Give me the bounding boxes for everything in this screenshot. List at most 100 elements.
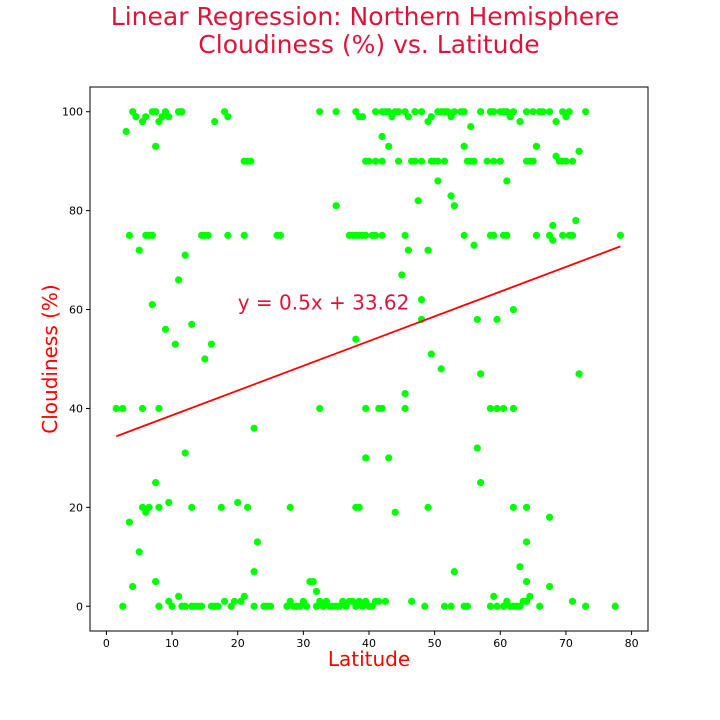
data-point: [486, 602, 495, 610]
data-point: [204, 231, 212, 239]
data-point: [181, 602, 189, 610]
x-tick-label: 30: [296, 637, 310, 650]
x-tick-label: 0: [103, 637, 110, 650]
data-point: [562, 157, 570, 165]
data-point: [303, 602, 311, 610]
data-point: [152, 577, 160, 586]
data-point: [477, 479, 485, 487]
x-tick-label: 20: [231, 637, 245, 650]
data-point: [516, 563, 524, 571]
data-point: [545, 108, 554, 116]
data-point: [161, 325, 170, 333]
data-point: [155, 503, 163, 511]
data-point: [414, 197, 422, 205]
data-point: [165, 113, 173, 121]
data-point: [424, 503, 432, 511]
data-point: [240, 592, 248, 600]
data-point: [467, 122, 475, 131]
data-point: [539, 108, 547, 116]
data-point: [119, 602, 127, 610]
data-point: [490, 157, 498, 165]
data-point: [575, 147, 583, 155]
data-point: [460, 142, 468, 150]
data-point: [411, 157, 419, 165]
data-point: [582, 602, 590, 610]
data-point: [365, 157, 373, 165]
data-point: [450, 568, 458, 576]
data-point: [559, 231, 567, 239]
data-point: [460, 108, 468, 116]
data-point: [250, 568, 258, 576]
data-point: [385, 454, 393, 462]
data-point: [401, 404, 409, 413]
data-point: [362, 404, 370, 413]
data-point: [188, 320, 196, 328]
data-point: [211, 118, 219, 126]
data-point: [401, 390, 409, 398]
data-point: [575, 370, 583, 378]
data-point: [119, 404, 127, 413]
data-point: [522, 538, 531, 546]
data-point: [440, 157, 449, 165]
data-point: [165, 498, 173, 507]
data-point: [509, 503, 518, 511]
data-point: [385, 142, 393, 150]
data-points: [112, 108, 625, 610]
data-point: [171, 340, 179, 348]
data-point: [135, 246, 143, 254]
data-point: [434, 177, 442, 185]
data-point: [135, 548, 143, 556]
x-axis-ticks: 0 10 20 30 40 50 60 70 80: [103, 631, 639, 650]
data-point: [496, 157, 504, 165]
data-point: [509, 404, 518, 413]
data-point: [549, 236, 557, 244]
data-point: [375, 597, 383, 605]
data-point: [332, 202, 340, 210]
data-point: [352, 335, 360, 343]
data-point: [309, 577, 317, 586]
data-point: [371, 157, 380, 165]
x-tick-label: 10: [165, 637, 179, 650]
data-point: [168, 602, 176, 610]
data-point: [129, 582, 137, 591]
data-point: [112, 404, 120, 413]
data-point: [616, 231, 625, 239]
data-point: [401, 231, 409, 239]
data-point: [220, 597, 229, 605]
data-point: [266, 602, 275, 610]
data-point: [552, 118, 560, 126]
data-point: [490, 108, 498, 116]
data-point: [522, 503, 531, 511]
data-point: [148, 231, 156, 239]
data-point: [568, 157, 577, 165]
data-point: [572, 216, 580, 225]
x-tick-label: 70: [559, 637, 573, 650]
data-point: [411, 108, 419, 116]
data-point: [447, 602, 455, 610]
data-point: [522, 108, 531, 116]
data-point: [490, 231, 498, 239]
x-tick-label: 60: [493, 637, 507, 650]
data-point: [332, 108, 340, 116]
x-axis-label: Latitude: [328, 647, 410, 671]
data-point: [378, 231, 386, 239]
data-point: [250, 424, 258, 432]
data-point: [378, 157, 386, 165]
data-point: [493, 315, 501, 324]
y-tick-label: 100: [62, 106, 83, 119]
data-point: [138, 404, 147, 413]
data-point: [483, 157, 491, 165]
y-tick-label: 40: [69, 402, 83, 415]
data-point: [460, 231, 468, 239]
data-point: [417, 296, 426, 304]
data-point: [188, 503, 196, 511]
data-point: [398, 271, 406, 279]
x-tick-label: 80: [625, 637, 639, 650]
data-point: [181, 449, 189, 457]
data-point: [417, 108, 426, 116]
data-point: [276, 231, 284, 239]
data-point: [565, 108, 573, 116]
data-point: [152, 142, 160, 150]
data-point: [155, 602, 163, 610]
